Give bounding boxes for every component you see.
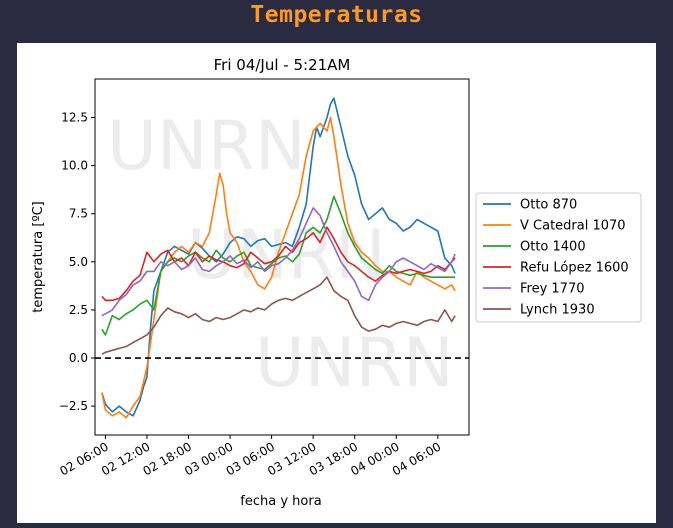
legend-label: Otto 1400 [520, 240, 586, 255]
y-tick-label: −2.5 [59, 399, 88, 413]
y-tick-label: 10.0 [61, 159, 88, 173]
watermark-text: UNRN [107, 107, 306, 186]
watermark-text: UNRN [255, 324, 454, 403]
legend-label: Otto 870 [520, 198, 577, 213]
chart-title: Fri 04/Jul - 5:21AM [214, 56, 351, 74]
y-axis-label: temperatura [ºC] [31, 201, 46, 312]
series-line-frey-1770 [101, 207, 456, 317]
temperature-chart: UNRN UNRN UNRN −2.50.02.55.07.510.012.5 … [31, 56, 642, 509]
series-line-lynch-1930 [101, 276, 456, 355]
chart-panel: UNRN UNRN UNRN −2.5 0.0 2.5 5.0 7.5 10.0 12.5 … [17, 43, 656, 523]
series-layer [101, 97, 456, 419]
legend-label: Refu López 1600 [520, 261, 629, 276]
y-tick-label: 5.0 [69, 255, 88, 269]
legend-frame [475, 192, 642, 323]
legend-label: Lynch 1930 [520, 303, 595, 318]
axes-frame [94, 78, 470, 436]
page-title: Temperaturas [250, 2, 423, 28]
y-axis: −2.5 0.0 2.5 5.0 7.5 10.0 12.5 [59, 110, 95, 413]
series-line-refu-l-pez-1600 [101, 226, 456, 302]
legend-label: Frey 1770 [520, 282, 585, 297]
x-axis-label: fecha y hora [240, 494, 321, 509]
y-tick-label: 2.5 [69, 303, 88, 317]
y-tick-label: 12.5 [61, 110, 88, 124]
y-tick-label: 7.5 [69, 207, 88, 221]
y-tick-label: 0.0 [69, 351, 88, 365]
legend: Otto 870 V Catedral 1070 Otto 1400 Refu Lóp… [475, 192, 642, 323]
legend-label: V Catedral 1070 [520, 219, 626, 234]
